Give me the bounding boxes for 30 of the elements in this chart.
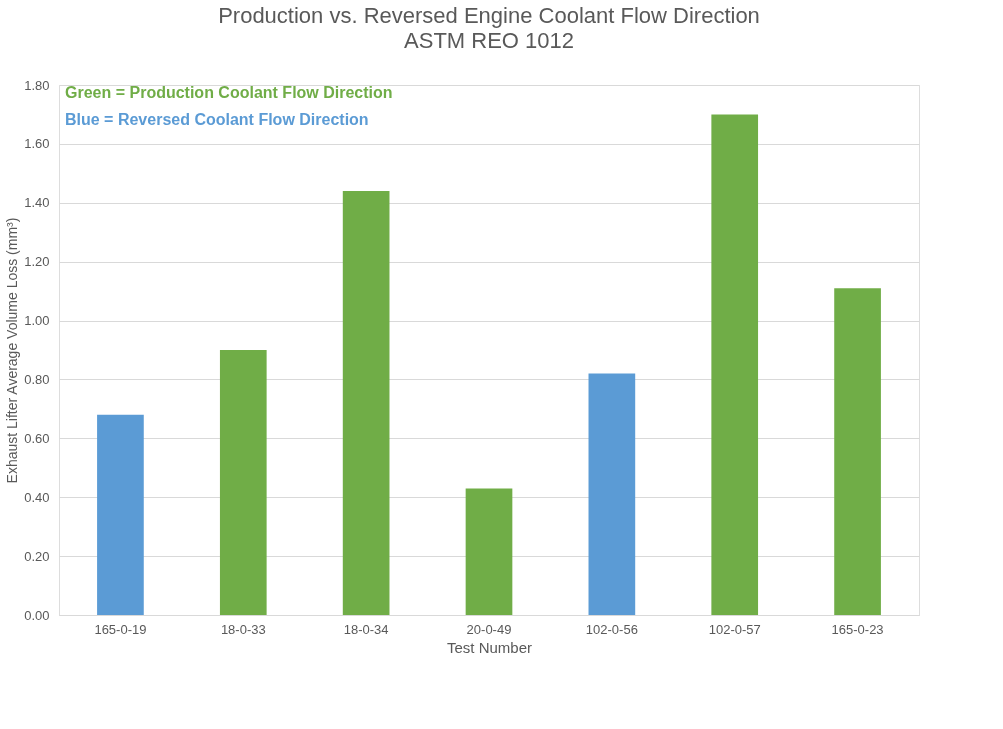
chart-title: Production vs. Reversed Engine Coolant Flow Direction [218,3,760,28]
annotation: Green = Production Coolant Flow Direction [65,84,393,101]
annotation: Blue = Reversed Coolant Flow Direction [65,111,369,128]
x-tick-label: 20-0-49 [466,621,512,637]
bar [97,414,144,615]
bar [342,191,390,615]
y-tick-label: 0.80 [24,371,50,387]
x-tick-label: 102-0-56 [585,621,638,637]
y-axis-title: Exhaust Lifter Average Volume Loss (mm³) [4,217,21,484]
y-tick-label: 0.00 [24,607,50,623]
bar [588,373,636,615]
y-tick-label: 1.40 [24,195,50,211]
y-tick-label: 1.80 [24,77,50,93]
bar [834,288,881,615]
bar [465,488,513,615]
bar [219,350,267,615]
chart-subtitle: ASTM REO 1012 [404,28,574,53]
y-tick-label: 0.60 [24,430,50,446]
x-tick-label: 165-0-19 [94,621,147,637]
x-tick-label: 18-0-33 [220,621,266,637]
y-tick-label: 1.20 [24,254,50,270]
x-tick-label: 18-0-34 [343,621,389,637]
y-tick-label: 0.40 [24,489,50,505]
x-tick-label: 165-0-23 [831,621,884,637]
x-tick-label: 102-0-57 [708,621,761,637]
y-tick-label: 0.20 [24,548,50,564]
y-tick-label: 1.60 [24,136,50,152]
y-tick-label: 1.00 [24,313,50,329]
bar [711,114,759,615]
x-axis-title: Test Number [446,638,533,656]
